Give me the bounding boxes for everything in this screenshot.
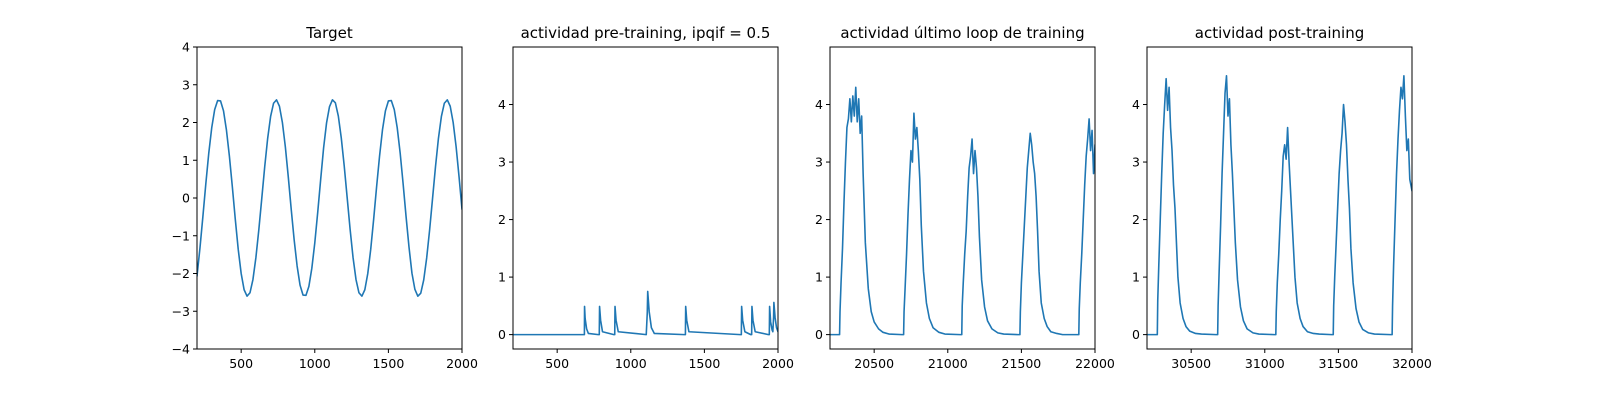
chart-panel-3: 20500 21000 21500 22000 0 1 2 3 4 actividad últim… [815,24,1115,371]
x-tick-label: 31500 [1319,356,1359,371]
axes-frame [512,46,779,350]
x-tick-label: 1000 [615,356,647,371]
x-tick-label: 500 [229,356,253,371]
series-line-2-1 [513,290,778,336]
y-tick-label: −4 [172,342,190,357]
y-tick-label: 3 [815,155,823,170]
panel-title: actividad post-training [1195,24,1364,42]
x-tick-label: 22000 [1075,356,1115,371]
y-tick-label: 4 [1132,97,1140,112]
y-tick-label: 3 [182,77,190,92]
y-tick-label: 0 [815,327,823,342]
series-line-3-1 [830,86,1095,336]
panel-title: actividad último loop de training [840,24,1084,42]
x-tick-label: 2000 [762,356,794,371]
y-tick-label: 2 [498,212,506,227]
chart-panel-4: 30500 31000 31500 32000 0 1 2 3 4 actividad post-… [1132,24,1432,371]
y-tick-label: 2 [1132,212,1140,227]
y-tick-label: 1 [1132,270,1140,285]
x-tick-label: 31000 [1245,356,1285,371]
y-tick-label: −2 [172,266,190,281]
y-tick-label: 4 [182,40,190,55]
y-tick-label: 1 [815,270,823,285]
y-tick-label: 2 [815,212,823,227]
axes-frame [1146,46,1413,350]
axes-frame [829,46,1096,350]
panel-title: Target [305,24,353,42]
axes-frame [196,46,463,350]
y-tick-label: 4 [498,97,506,112]
y-tick-label: 3 [498,155,506,170]
x-tick-label: 500 [545,356,569,371]
series-line-4-1 [1147,74,1412,336]
chart-panel-2: 500 1000 1500 2000 0 1 2 3 4 actividad pre-traini… [498,24,794,371]
x-tick-label: 32000 [1392,356,1432,371]
x-tick-label: 21500 [1002,356,1042,371]
y-tick-label: 3 [1132,155,1140,170]
y-tick-label: 0 [1132,327,1140,342]
y-tick-label: 0 [182,191,190,206]
y-tick-label: −1 [172,228,190,243]
x-tick-label: 1500 [688,356,720,371]
panel-title: actividad pre-training, ipqif = 0.5 [521,24,771,42]
y-tick-label: 1 [182,153,190,168]
series-line-1-1 [197,99,462,297]
x-tick-label: 30500 [1171,356,1211,371]
y-tick-label: 4 [815,97,823,112]
x-tick-label: 2000 [446,356,478,371]
chart-panel-1: 500 1000 1500 2000 −4 −3 −2 −1 0 1 2 3 4 Target [172,24,478,371]
x-tick-label: 21000 [928,356,968,371]
x-tick-label: 20500 [854,356,894,371]
y-tick-label: −3 [172,304,190,319]
y-tick-label: 1 [498,270,506,285]
x-tick-label: 1000 [299,356,331,371]
x-tick-label: 1500 [372,356,404,371]
y-tick-label: 0 [498,327,506,342]
y-tick-label: 2 [182,115,190,130]
